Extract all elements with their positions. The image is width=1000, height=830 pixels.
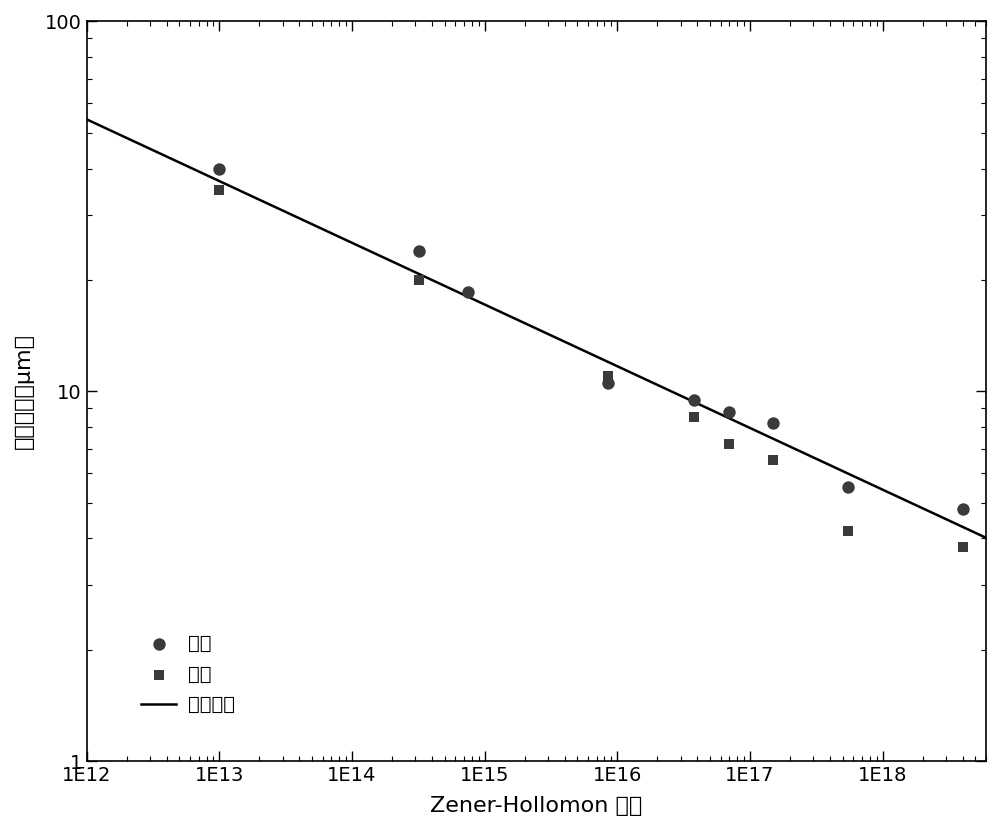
实验拟合 (616, 364, 628, 374)
实验 (765, 454, 781, 467)
模拟 (686, 393, 702, 406)
Y-axis label: 晶粒尺寸（μm）: 晶粒尺寸（μm） (14, 334, 34, 449)
模拟 (955, 502, 971, 515)
实验拟合 (566, 340, 578, 350)
模拟 (411, 244, 427, 257)
Line: 实验拟合: 实验拟合 (74, 114, 995, 542)
实验 (840, 524, 856, 537)
模拟 (765, 417, 781, 430)
模拟 (600, 377, 616, 390)
模拟 (840, 481, 856, 494)
模拟 (721, 405, 737, 418)
实验 (600, 369, 616, 383)
实验拟合 (967, 526, 979, 536)
模拟 (211, 162, 227, 175)
实验 (955, 540, 971, 554)
实验 (411, 273, 427, 286)
实验 (721, 437, 737, 451)
实验拟合 (505, 312, 517, 322)
Legend: 模拟, 实验, 实验拟合: 模拟, 实验, 实验拟合 (141, 634, 235, 715)
模拟 (460, 286, 476, 299)
实验拟合 (68, 109, 80, 119)
实验拟合 (511, 315, 523, 325)
X-axis label: Zener-Hollomon 参数: Zener-Hollomon 参数 (430, 796, 643, 816)
实验 (686, 411, 702, 424)
实验拟合 (823, 460, 835, 470)
实验拟合 (989, 537, 1000, 547)
实验 (211, 183, 227, 197)
